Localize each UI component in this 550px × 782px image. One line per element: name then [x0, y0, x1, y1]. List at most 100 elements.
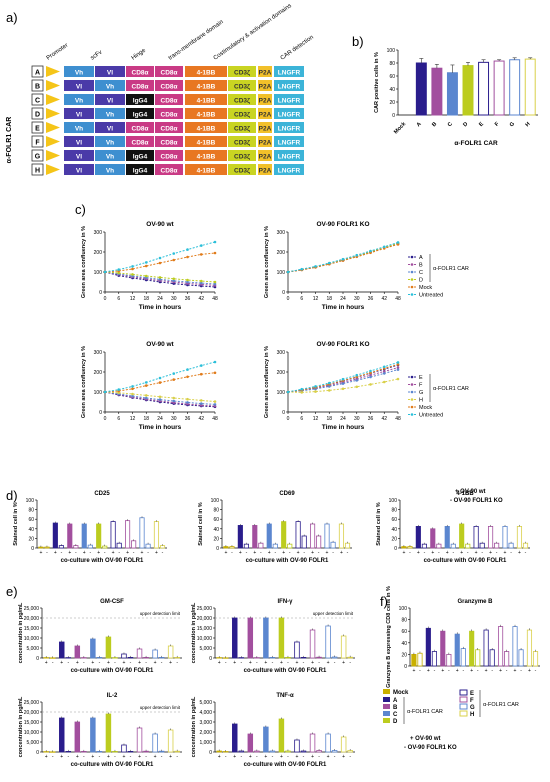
detection-domain-label: LNGFR: [278, 125, 301, 132]
condition-sign: -: [145, 660, 147, 666]
chart-title: GM-CSF: [100, 599, 124, 605]
y-tick-label: 80: [401, 618, 407, 624]
condition-sign: -: [496, 550, 498, 556]
y-tick-label: 0: [99, 410, 102, 416]
activation-domain-segment: [228, 122, 256, 133]
point-Mock: [396, 243, 400, 246]
bar-Mock-ko: [229, 546, 235, 549]
promoter-arrow-icon: [46, 136, 60, 147]
condition-sign: +: [311, 660, 314, 666]
bar-F-wt: [309, 629, 316, 659]
bar-Mock-ko: [50, 657, 56, 659]
condition-sign: +: [76, 660, 79, 666]
bar-G-ko: [518, 649, 524, 667]
bar-G-ko: [508, 542, 514, 549]
y-tick-label: 60: [389, 74, 395, 80]
point-Mock: [369, 251, 372, 255]
y-axis-label: CAR positive cells in %: [374, 52, 380, 113]
row-id-box: [31, 149, 44, 162]
condition-sign: +: [327, 660, 330, 666]
condition-sign: +: [342, 754, 345, 760]
y-tick-label: 25,000: [197, 606, 213, 612]
hinge-label: CD8α: [132, 83, 149, 90]
bar-A-wt: [232, 723, 238, 753]
promoter-arrow-icon: [46, 164, 60, 175]
condition-sign: -: [332, 550, 334, 556]
x-tick-label: 6: [117, 296, 120, 302]
transmembrane-label: CD8α: [161, 153, 178, 160]
costim-domain-label: 4-1BB: [197, 167, 216, 174]
activation-domain-label: CD3ζ: [234, 125, 250, 132]
series-line-Mock: [104, 372, 216, 393]
construct-header: scFv: [90, 49, 104, 61]
legend-label: G: [470, 705, 475, 711]
condition-sign: +: [233, 660, 236, 666]
point-C: [213, 282, 217, 286]
y-tick-label: 0: [394, 546, 397, 552]
detection-domain-segment: [274, 164, 304, 175]
costim-domain-segment: [185, 164, 227, 175]
bar-D-ko: [285, 657, 291, 659]
bar-B-wt: [74, 645, 81, 659]
condition-sign: +: [280, 754, 283, 760]
bar-C-wt: [263, 726, 269, 753]
point-H: [314, 390, 317, 393]
detection-limit-label: upper detection limit: [140, 611, 181, 616]
bar-B-wt: [67, 523, 73, 549]
y-axis-label: Stained cell in %: [376, 502, 382, 546]
y-tick-label: 0: [99, 290, 102, 296]
point-F: [396, 366, 400, 369]
costim-domain-segment: [185, 108, 227, 119]
bar-A-wt: [59, 641, 65, 659]
hinge-label: CD8α: [132, 125, 149, 132]
condition-sign: +: [107, 754, 110, 760]
condition-sign: +: [45, 754, 48, 760]
y-tick-label: 25,000: [24, 700, 40, 706]
panel-e-label: e): [6, 584, 18, 599]
condition-sign: -: [83, 660, 85, 666]
point-Untreated: [117, 388, 121, 391]
point-Untreated: [199, 364, 203, 367]
scfv-1-segment: [64, 122, 94, 133]
condition-sign: -: [349, 754, 351, 760]
point-G: [199, 402, 203, 405]
bar-Mock-wt: [223, 546, 229, 549]
bar-H-ko: [347, 656, 353, 659]
condition-sign: -: [130, 754, 132, 760]
condition-sign: +: [249, 754, 252, 760]
row-id-box: [31, 107, 44, 120]
x-tick-label: 36: [185, 296, 191, 302]
row-id: H: [35, 168, 40, 175]
bar-B-ko: [73, 545, 79, 549]
bar-F-ko: [143, 657, 149, 659]
condition-sign: +: [39, 550, 42, 556]
condition-sign: +: [528, 668, 531, 674]
y-tick-label: 0: [404, 664, 407, 670]
y-axis-label: concentration in pg/mL: [18, 602, 24, 663]
y-tick-label: 200: [277, 250, 286, 256]
point-Untreated: [144, 381, 148, 384]
scfv-2-segment: [95, 80, 125, 91]
legend-marker: [410, 285, 414, 289]
x-tick-label: 30: [171, 296, 177, 302]
legend-car-label: α-FOLR1 CAR: [407, 709, 443, 715]
bar-B-ko: [254, 750, 260, 753]
construct-header: Costimulatory & activation domains: [213, 3, 293, 62]
y-axis-label: Granzyme B expressing CD8 cells in %: [386, 586, 392, 688]
bar-H-wt: [340, 736, 347, 753]
point-Untreated: [327, 261, 331, 265]
x-tick-label: 48: [212, 296, 218, 302]
bar-G-ko: [158, 657, 165, 659]
condition-sign: +: [91, 754, 94, 760]
point-Untreated: [144, 261, 148, 264]
condition-sign: +: [402, 550, 405, 556]
bar-E-wt: [294, 641, 300, 659]
condition-sign: -: [303, 660, 305, 666]
bar-B-ko: [81, 657, 87, 659]
detection-domain-segment: [274, 80, 304, 91]
scfv-1-segment: [64, 164, 94, 175]
point-C: [172, 279, 176, 283]
condition-sign: +: [233, 754, 236, 760]
